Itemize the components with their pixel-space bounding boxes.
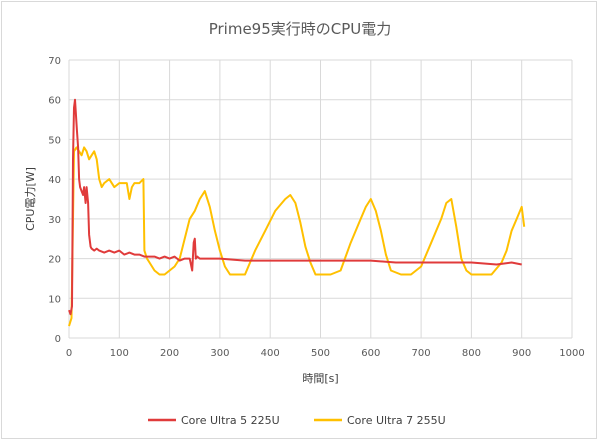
series-layer [68,98,526,327]
x-tick-label: 500 [311,348,330,359]
x-tick-label: 300 [210,348,229,359]
x-tick-label: 400 [261,348,280,359]
y-tick-label: 10 [48,294,61,305]
y-tick-label: 50 [48,135,61,146]
y-axis-label: CPU電力[W] [24,167,37,231]
x-tick-label: 100 [110,348,129,359]
x-tick-label: 700 [412,348,431,359]
x-tick-label: 600 [361,348,380,359]
y-tick-label: 70 [48,56,61,67]
legend-label: Core Ultra 5 225U [181,414,280,427]
chart-title: Prime95実行時のCPU電力 [209,20,392,38]
x-tick-label: 1000 [559,348,584,359]
legend: Core Ultra 5 225U Core Ultra 7 255U [148,414,446,427]
x-axis-label: 時間[s] [302,372,338,385]
legend-label: Core Ultra 7 255U [347,414,446,427]
x-tick-label: 200 [160,348,179,359]
x-tick-label: 900 [512,348,531,359]
y-tick-label: 40 [48,175,61,186]
grid-lines [68,59,573,339]
y-tick-label: 20 [48,255,61,266]
series-line-2 [68,146,526,327]
x-tick-label: 0 [66,348,72,359]
y-tick-label: 60 [48,96,61,107]
y-tick-label: 30 [48,215,61,226]
y-tick-label: 0 [55,334,61,345]
series-line-1 [68,98,522,316]
x-tick-label: 800 [462,348,481,359]
